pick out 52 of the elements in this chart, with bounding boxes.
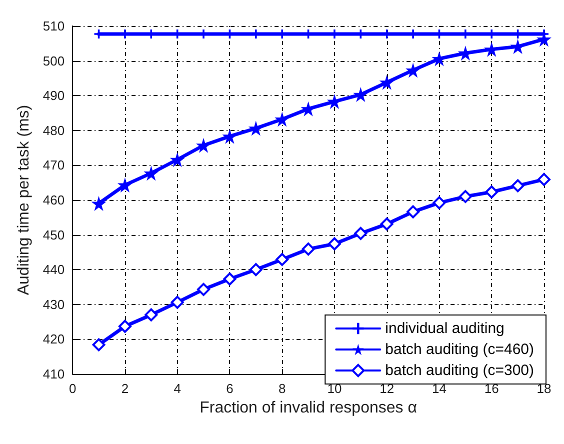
point: [353, 87, 368, 102]
point: [380, 218, 394, 231]
point: [302, 242, 315, 256]
x-tick-label: 0: [68, 381, 76, 396]
point: [485, 185, 498, 198]
y-tick-label: 440: [42, 262, 65, 278]
x-tick-label: 4: [174, 381, 181, 396]
y-tick-label: 480: [42, 122, 65, 138]
point: [511, 179, 524, 192]
x-axis-title: Fraction of invalid responses α: [200, 399, 417, 416]
y-tick-label: 500: [42, 53, 65, 68]
point: [432, 196, 446, 210]
y-tick-label: 510: [42, 18, 65, 34]
point: [144, 166, 159, 181]
point: [91, 196, 106, 211]
y-tick-label: 490: [42, 88, 65, 104]
legend-label: batch auditing (c=460): [385, 341, 534, 358]
point: [222, 128, 238, 144]
point: [538, 172, 550, 186]
point: [406, 62, 421, 78]
x-tick-label: 2: [121, 381, 129, 396]
point: [406, 205, 420, 218]
point: [92, 338, 106, 352]
point: [196, 138, 212, 153]
point: [249, 263, 262, 276]
y-tick-label: 450: [42, 227, 65, 242]
point: [117, 178, 132, 193]
point: [274, 112, 290, 127]
y-tick-label: 410: [42, 366, 65, 382]
y-tick-label: 470: [42, 158, 65, 173]
y-tick-label: 430: [42, 296, 65, 312]
x-tick-label: 18: [536, 381, 552, 396]
point: [379, 74, 394, 90]
point: [170, 152, 185, 168]
point: [118, 320, 132, 333]
point: [144, 308, 158, 322]
point: [354, 226, 368, 240]
x-tick-label: 14: [432, 381, 446, 396]
x-tick-label: 8: [278, 381, 286, 396]
y-tick-label: 460: [42, 192, 65, 208]
point: [170, 296, 184, 309]
legend-label: batch auditing (c=300): [385, 362, 534, 379]
legend-label: individual auditing: [385, 320, 504, 337]
point: [248, 120, 264, 136]
y-tick-label: 420: [42, 332, 65, 347]
y-axis-title: Auditing time per task (ms): [16, 104, 32, 296]
x-tick-label: 6: [226, 381, 234, 396]
point: [197, 282, 210, 296]
point: [458, 190, 472, 204]
point: [328, 237, 341, 250]
point: [223, 272, 236, 286]
point: [276, 253, 289, 266]
